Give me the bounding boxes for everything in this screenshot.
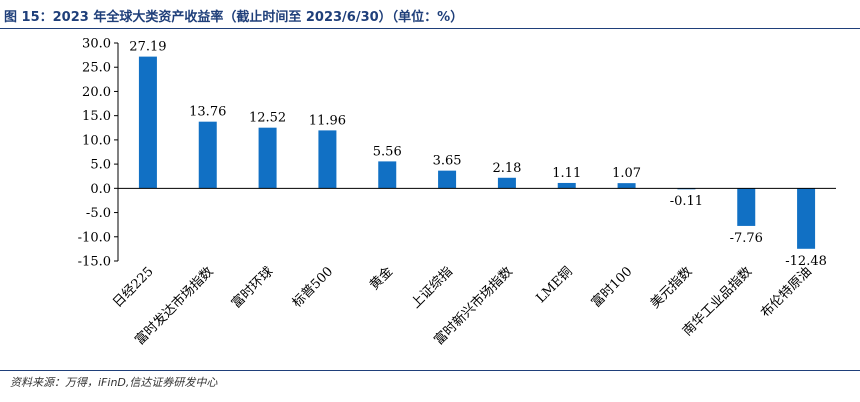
value-labels: 27.19 13.76 12.52 11.96 5.56 3.65 2.18 1.11 1.07… <box>129 40 827 269</box>
bar <box>258 127 277 189</box>
bars <box>138 56 816 249</box>
data-label: 3.65 <box>433 154 462 169</box>
chart-title: 图 15：2023 年全球大类资产收益率（截止时间至 2023/6/30）（单位… <box>4 10 464 25</box>
title-divider <box>0 28 860 29</box>
data-label: 2.18 <box>492 161 521 176</box>
y-tick-label: -10.0 <box>78 230 111 245</box>
data-label: 12.52 <box>249 111 286 126</box>
data-label: -0.11 <box>670 194 703 209</box>
x-tick-label: 布伦特原油 <box>758 264 815 321</box>
y-tick-label: 5.0 <box>90 158 111 173</box>
bar <box>617 183 636 189</box>
bar-chart: 30.0 25.0 20.0 15.0 10.0 5.0 0.0 -5.0 -10.0 -15.0… <box>78 37 836 349</box>
data-label: 1.07 <box>612 166 641 181</box>
bar <box>198 121 217 189</box>
source-divider <box>0 370 860 371</box>
bar <box>557 182 576 189</box>
data-label: 11.96 <box>309 113 346 128</box>
x-tick-label: 富时环球 <box>228 264 276 312</box>
x-tick-label: 标普500 <box>290 264 337 311</box>
bar <box>378 161 397 189</box>
data-label: -7.76 <box>730 231 763 246</box>
x-tick-label: 黄金 <box>366 264 396 294</box>
x-tick-label: 日经225 <box>110 264 157 311</box>
y-tick-label: 30.0 <box>82 37 111 52</box>
y-tick-label: -5.0 <box>86 206 111 221</box>
y-tick-label: 0.0 <box>90 182 111 197</box>
y-axis: 30.0 25.0 20.0 15.0 10.0 5.0 0.0 -5.0 -10.0 -15.0 <box>78 37 119 270</box>
data-label: -12.48 <box>785 254 827 269</box>
data-label: 27.19 <box>129 40 166 55</box>
y-tick-label: 10.0 <box>82 133 111 148</box>
data-label: 1.11 <box>552 166 581 181</box>
y-tick-label: 15.0 <box>82 109 111 124</box>
x-tick-label: 上证综指 <box>409 264 456 311</box>
data-label: 13.76 <box>189 105 226 120</box>
bar <box>737 188 756 226</box>
bar <box>497 177 516 189</box>
x-tick-label: 富时100 <box>588 264 635 311</box>
x-tick-label: 美元指数 <box>648 264 695 311</box>
y-tick-label: 25.0 <box>82 61 111 76</box>
x-tick-label: LME铜 <box>534 264 576 306</box>
bar <box>797 188 816 249</box>
bar <box>438 170 457 189</box>
bar <box>318 130 337 189</box>
y-tick-label: -15.0 <box>78 255 111 270</box>
y-tick-label: 20.0 <box>82 85 111 100</box>
source-note: 资料来源：万得，iFinD,信达证券研发中心 <box>10 376 218 389</box>
data-label: 5.56 <box>373 144 402 159</box>
bar <box>138 56 157 189</box>
